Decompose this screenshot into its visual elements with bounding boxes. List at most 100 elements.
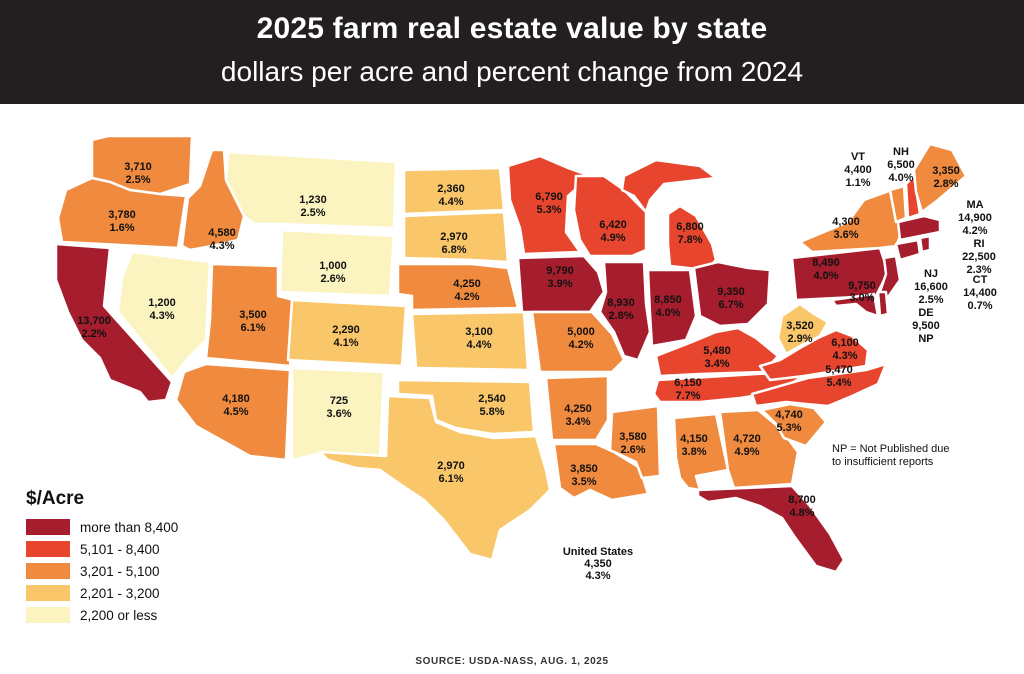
us-total-value: 4,350 [584,558,612,570]
label-il-change: 2.8% [608,310,633,322]
label-vt-name: VT [851,151,865,163]
label-mo-value: 5,000 [567,326,595,338]
legend-label: 2,200 or less [80,607,158,623]
legend-item: 2,201 - 3,200 [26,582,226,604]
label-ar-change: 3.4% [565,416,590,428]
state-mi-lower [666,204,718,272]
label-ut-change: 6.1% [240,322,265,334]
state-az [174,362,292,462]
label-md-change: 3.0% [849,292,874,304]
label-mt-value: 1,230 [299,194,327,206]
state-mt [224,150,398,230]
map-subtitle: dollars per acre and percent change from… [220,56,804,87]
legend-title: $/Acre [26,488,85,509]
label-wv-value: 3,520 [786,320,814,332]
label-wv-change: 2.9% [787,333,812,345]
label-id-value: 4,580 [208,227,236,239]
state-il [598,260,652,362]
state-ia [516,254,606,314]
us-total: United States 4,350 4.3% [548,546,648,582]
label-id-change: 4.3% [209,240,234,252]
label-ny-value: 4,300 [832,216,860,228]
label-nv-value: 1,200 [148,297,176,309]
state-tx [318,394,552,562]
np-note: NP = Not Published due to insufficient r… [832,443,982,469]
state-co [286,298,408,368]
label-ri-value: 22,500 [962,251,996,263]
label-ca-change: 2.2% [81,328,106,340]
label-wy-value: 1,000 [319,260,347,272]
label-tx-change: 6.1% [438,473,463,485]
label-de-value: 9,500 [912,320,940,332]
label-sc-value: 4,740 [775,409,803,421]
label-ca-value: 13,700 [77,315,111,327]
label-nv-change: 4.3% [149,310,174,322]
label-az-change: 4.5% [223,406,248,418]
label-ma-name: MA [966,199,983,211]
label-ok-change: 5.8% [479,406,504,418]
label-nc-value: 5,470 [825,364,853,376]
label-az-value: 4,180 [222,393,250,405]
label-tn-value: 6,150 [674,377,702,389]
label-mn-value: 6,790 [535,191,563,203]
state-wv [776,302,830,356]
state-ks [410,310,530,372]
label-ok-value: 2,540 [478,393,506,405]
label-ky-change: 3.4% [704,358,729,370]
state-la [552,442,650,502]
legend-item: 5,101 - 8,400 [26,538,226,560]
label-me-change: 2.8% [933,178,958,190]
legend: $/Acre more than 8,400 5,101 - 8,400 3,2… [26,488,226,626]
label-nm-change: 3.6% [326,408,351,420]
label-va-change: 4.3% [832,350,857,362]
label-or-change: 1.6% [109,222,134,234]
legend-swatch [26,585,70,601]
label-nh-change: 4.0% [888,172,913,184]
label-nd-change: 4.4% [438,196,463,208]
label-mn-change: 5.3% [536,204,561,216]
label-ia-change: 3.9% [547,278,572,290]
state-vt [888,184,908,224]
label-nh-value: 6,500 [887,159,915,171]
legend-swatch [26,607,70,623]
state-ky [654,326,780,378]
label-vt-change: 1.1% [845,177,870,189]
header: 2025 farm real estate value by state dol… [0,0,1024,104]
label-ma-change: 4.2% [962,225,987,237]
label-in-value: 8,850 [654,294,682,306]
label-sd-value: 2,970 [440,231,468,243]
legend-label: 5,101 - 8,400 [80,541,160,557]
state-nd [402,166,506,216]
state-ri [918,234,932,254]
state-mn [506,154,592,256]
state-or [56,176,188,250]
map-title: 2025 farm real estate value by state [256,12,768,45]
label-mi-change: 7.8% [677,234,702,246]
legend-item: 2,200 or less [26,604,226,626]
label-me-value: 3,350 [932,165,960,177]
label-al-change: 3.8% [681,446,706,458]
state-wy [278,228,396,298]
label-oh-change: 6.7% [718,299,743,311]
legend-item: more than 8,400 [26,516,226,538]
label-nm-value: 725 [330,395,348,407]
np-note-line: NP = Not Published due [832,443,950,455]
label-ma-value: 14,900 [958,212,992,224]
label-in-change: 4.0% [655,307,680,319]
us-total-change: 4.3% [585,570,611,582]
state-va [758,328,870,382]
state-md [830,292,880,318]
label-nj-value: 16,600 [914,281,948,293]
label-ut-value: 3,500 [239,309,267,321]
label-ri-change: 2.3% [966,264,991,276]
label-nj-name: NJ [924,268,938,280]
legend-item: 3,201 - 5,100 [26,560,226,582]
label-ne-value: 4,250 [453,278,481,290]
label-al-value: 4,150 [680,433,708,445]
label-sd-change: 6.8% [441,244,466,256]
state-ca [54,242,174,404]
label-va-value: 6,100 [831,337,859,349]
label-de-name: DE [918,307,933,319]
state-de [876,290,890,318]
label-sc-change: 5.3% [776,422,801,434]
